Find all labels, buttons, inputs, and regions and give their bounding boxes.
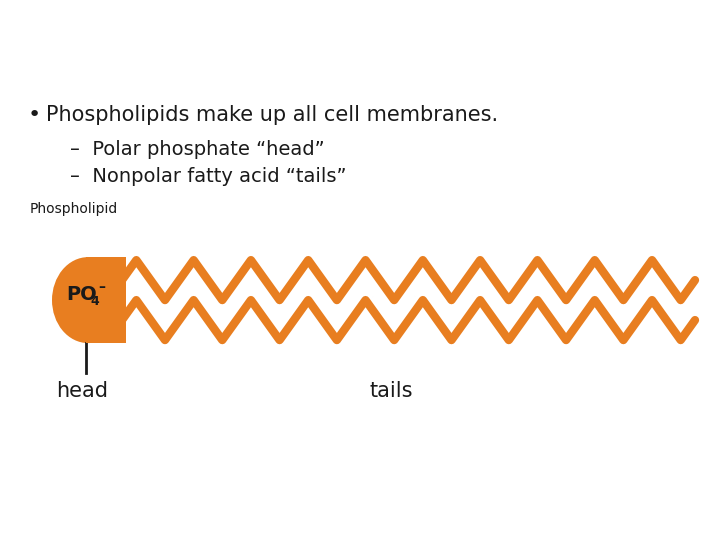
Text: head: head [56, 381, 108, 401]
Text: Phospholipid: Phospholipid [30, 202, 118, 216]
Bar [86, 257, 126, 343]
Ellipse shape [52, 257, 124, 343]
Text: 2.3 Carbon-Based Molecules: 2.3 Carbon-Based Molecules [18, 24, 439, 50]
Text: PO: PO [66, 285, 96, 303]
Text: –  Nonpolar fatty acid “tails”: – Nonpolar fatty acid “tails” [70, 167, 346, 186]
Text: tails: tails [370, 381, 413, 401]
Text: •: • [28, 105, 41, 125]
Text: –: – [98, 280, 105, 294]
Text: –  Polar phosphate “head”: – Polar phosphate “head” [70, 140, 325, 159]
Text: Phospholipids make up all cell membranes.: Phospholipids make up all cell membranes… [46, 105, 498, 125]
Text: 4: 4 [90, 295, 99, 308]
